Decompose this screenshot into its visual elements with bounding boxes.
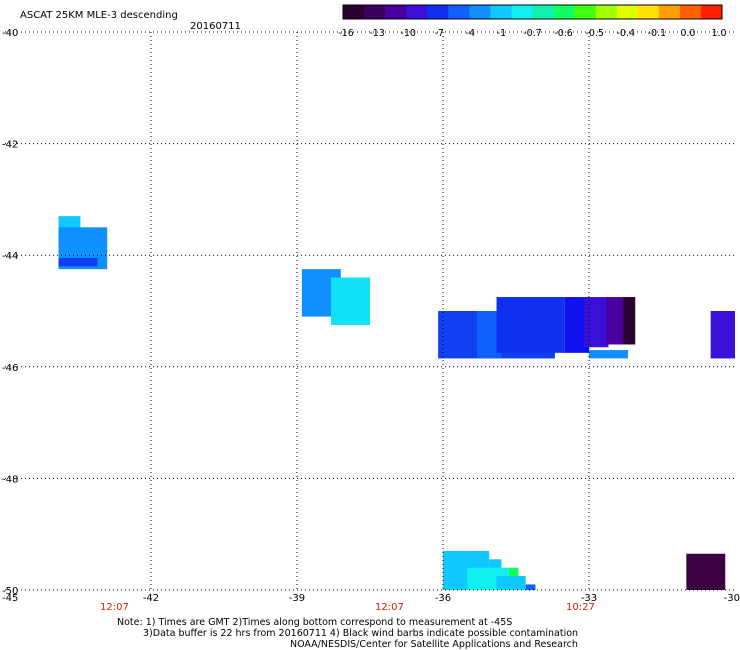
colorbar-label-12: 1.0 <box>711 28 726 39</box>
lat-tick-label-2: -44 <box>2 251 18 262</box>
colorbar-label-2: -10 <box>400 28 416 39</box>
colorbar-label-3: -7 <box>435 28 444 39</box>
colorbar-frame <box>342 4 723 20</box>
data-cell-9 <box>584 297 609 348</box>
colorbar-label-1: -13 <box>369 28 385 39</box>
colorbar-swatch-0 <box>343 5 365 19</box>
lat-tick-label-4: -48 <box>2 474 18 485</box>
data-cell-19 <box>525 584 536 590</box>
chart-date: 20160711 <box>190 21 241 32</box>
data-cell-18 <box>496 576 526 590</box>
lon-tick-label-2: -39 <box>289 593 305 604</box>
colorbar-label-0: -16 <box>338 28 354 39</box>
colorbar-swatch-2 <box>385 5 407 19</box>
chart-title: ASCAT 25KM MLE-3 descending <box>20 10 178 21</box>
note-line-1: Note: 1) Times are GMT 2)Times along bot… <box>117 617 513 628</box>
colorbar-label-11: 0.0 <box>680 28 695 39</box>
time-label-2: 12:07 <box>375 602 404 613</box>
note-line-2: 3)Data buffer is 22 hrs from 20160711 4)… <box>143 628 579 639</box>
lat-tick-label-0: -40 <box>2 28 18 39</box>
lat-tick-label-1: -42 <box>2 140 18 151</box>
colorbar-label-6: -0.7 <box>523 28 542 39</box>
lat-tick-label-3: -46 <box>2 363 18 374</box>
data-cell-4 <box>331 277 370 325</box>
data-cell-11 <box>623 297 636 345</box>
colorbar-label-5: -1 <box>497 28 506 39</box>
colorbar-swatch-8 <box>511 5 533 19</box>
colorbar-swatch-3 <box>406 5 428 19</box>
colorbar-label-4: -4 <box>466 28 475 39</box>
colorbar-swatch-17 <box>700 5 723 19</box>
note-line-3: NOAA/NESDIS/Center for Satellite Applica… <box>290 639 578 650</box>
colorbar-swatch-7 <box>490 5 512 19</box>
colorbar-label-7: -0.6 <box>554 28 573 39</box>
data-cell-13 <box>710 311 735 359</box>
data-cell-10 <box>606 297 624 345</box>
colorbar-swatch-5 <box>448 5 470 19</box>
lat-tick-label-5: -50 <box>2 586 18 597</box>
colorbar-label-9: -0.4 <box>616 28 635 39</box>
colorbar-swatch-6 <box>469 5 491 19</box>
data-cell-12 <box>589 350 628 359</box>
lon-tick-label-1: -42 <box>143 593 159 604</box>
colorbar-swatch-14 <box>637 5 660 19</box>
lon-tick-label-5: -30 <box>724 593 740 604</box>
colorbar-swatch-13 <box>616 5 639 19</box>
time-label-1: 12:07 <box>100 602 129 613</box>
colorbar-swatch-15 <box>658 5 681 19</box>
colorbar-swatch-12 <box>595 5 618 19</box>
colorbar-swatch-16 <box>679 5 702 19</box>
colorbar-swatch-11 <box>574 5 597 19</box>
colorbar-swatch-9 <box>532 5 555 19</box>
colorbar-swatch-4 <box>427 5 449 19</box>
lon-tick-label-0: -45 <box>2 593 18 604</box>
time-label-3: 10:27 <box>566 602 595 613</box>
data-cell-2 <box>58 257 98 267</box>
data-cell-20 <box>686 553 726 590</box>
colorbar-swatch-1 <box>364 5 386 19</box>
colorbar-label-8: -0.5 <box>585 28 604 39</box>
colorbar-label-10: -0.1 <box>648 28 667 39</box>
data-cell-15 <box>489 559 502 571</box>
data-cell-7 <box>496 297 565 353</box>
lon-tick-label-3: -36 <box>435 593 451 604</box>
lon-tick-label-4: -33 <box>581 593 597 604</box>
colorbar-swatch-10 <box>553 5 576 19</box>
